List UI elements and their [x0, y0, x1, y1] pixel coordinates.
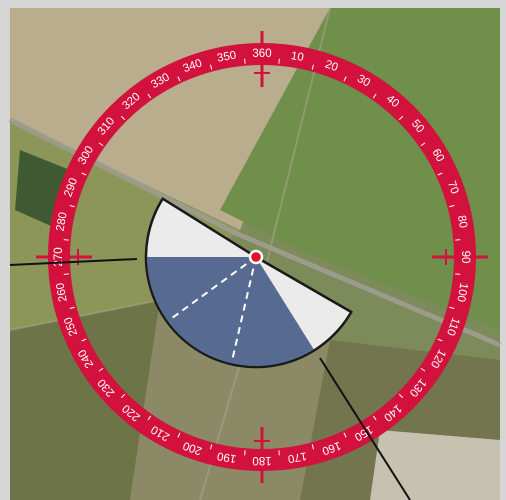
- bearing-label: 10: [290, 50, 305, 64]
- bearing-label: 90: [459, 251, 471, 264]
- center-dot: [250, 251, 262, 263]
- bearing-label: 80: [455, 214, 469, 229]
- bearing-label: 360: [252, 48, 271, 60]
- compass-view: 1020304050607080901001101201301401501601…: [0, 0, 506, 500]
- bearing-label: 180: [252, 454, 271, 466]
